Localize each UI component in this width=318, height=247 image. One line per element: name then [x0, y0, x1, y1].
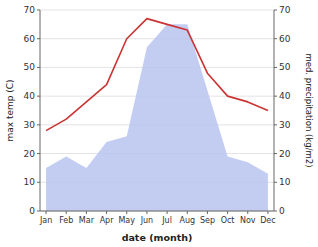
- y-tick: [37, 211, 40, 212]
- chart: 0 10 20 30 40 50 60 70 0 10 20 30 40 50 60 70 Jan Feb Mar A…: [0, 0, 318, 247]
- temp-line: [46, 19, 268, 131]
- y2-tick-label: 20: [279, 149, 291, 159]
- y2-tick: [274, 153, 277, 154]
- y2-axis-title: med. precipitation (kg/m2): [304, 53, 314, 167]
- y2-tick: [274, 182, 277, 183]
- x-tick-label: Oct: [221, 216, 235, 225]
- x-tick-label: Dec: [260, 216, 275, 225]
- y2-tick: [274, 67, 277, 68]
- plot-area: [46, 19, 268, 211]
- y-tick-label: 40: [24, 91, 36, 101]
- x-axis-line: [40, 211, 274, 212]
- y2-tick-label: 0: [279, 206, 285, 216]
- y-tick: [37, 182, 40, 183]
- y-tick-label: 20: [24, 149, 36, 159]
- y2-tick-label: 30: [279, 120, 291, 130]
- y-tick-label: 50: [24, 62, 36, 72]
- x-tick: [46, 211, 47, 214]
- y2-tick-label: 50: [279, 62, 291, 72]
- y2-tick: [274, 38, 277, 39]
- grid: [40, 10, 274, 211]
- x-tick: [86, 211, 87, 214]
- y2-tick: [274, 124, 277, 125]
- y2-tick-label: 60: [279, 34, 291, 44]
- grid-line: [40, 10, 274, 11]
- y2-tick-label: 70: [279, 5, 291, 15]
- y-tick-label: 70: [24, 5, 36, 15]
- x-tick: [267, 211, 268, 214]
- x-tick-label: Mar: [79, 216, 95, 225]
- x-tick: [227, 211, 228, 214]
- x-tick-label: Sep: [200, 216, 215, 225]
- precip-area: [46, 24, 268, 211]
- y2-tick-label: 10: [279, 177, 291, 187]
- x-tick: [247, 211, 248, 214]
- x-tick-label: May: [118, 216, 135, 225]
- y2-axis-line: [274, 10, 275, 211]
- y-axis-title: max temp (C): [5, 79, 15, 141]
- x-tick: [126, 211, 127, 214]
- y-tick-label: 10: [24, 177, 36, 187]
- grid-line: [40, 211, 274, 212]
- y2-tick: [274, 211, 277, 212]
- x-tick-label: Jul: [161, 216, 172, 225]
- x-tick-label: Apr: [100, 216, 115, 225]
- y-axis-line: [40, 10, 41, 211]
- y-tick: [37, 96, 40, 97]
- y-tick: [37, 67, 40, 68]
- y2-tick-label: 40: [279, 91, 291, 101]
- x-tick-label: Jan: [39, 216, 52, 225]
- y-tick: [37, 10, 40, 11]
- y2-tick: [274, 10, 277, 11]
- y-tick: [37, 153, 40, 154]
- x-tick-label: Nov: [240, 216, 256, 225]
- x-tick: [187, 211, 188, 214]
- y2-tick: [274, 96, 277, 97]
- x-tick: [106, 211, 107, 214]
- x-tick-label: Feb: [59, 216, 73, 225]
- y-tick: [37, 38, 40, 39]
- x-tick: [66, 211, 67, 214]
- y-tick: [37, 124, 40, 125]
- x-axis-title: date (month): [122, 232, 193, 243]
- x-tick: [167, 211, 168, 214]
- x-tick: [146, 211, 147, 214]
- y-tick-label: 60: [24, 34, 36, 44]
- y-tick-label: 0: [29, 206, 35, 216]
- x-tick: [207, 211, 208, 214]
- x-tick-label: Jun: [140, 216, 154, 225]
- y-tick-label: 30: [24, 120, 36, 130]
- x-tick-label: Aug: [179, 216, 195, 225]
